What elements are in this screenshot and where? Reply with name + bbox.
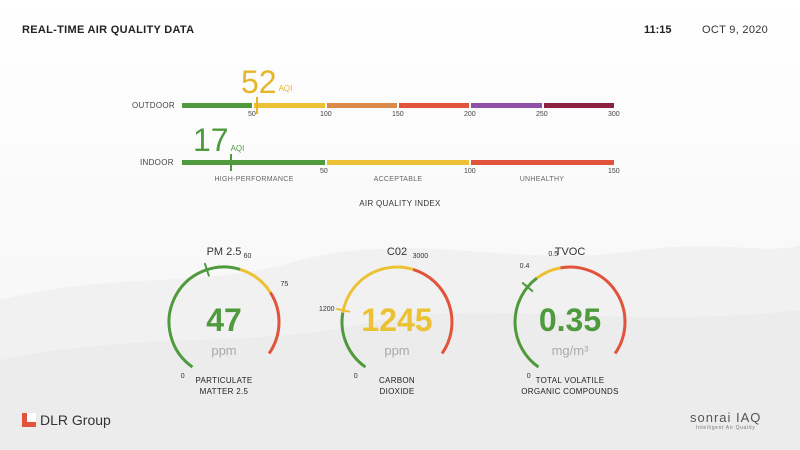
indoor-aqi-readout: 17 AQI bbox=[193, 124, 244, 156]
gauge-tvoc: TVOC 0.35 mg/m³ 0 0.4 0.5 bbox=[470, 246, 670, 386]
pm25-gauge-needle bbox=[203, 262, 211, 277]
gauge-pm25: PM 2.5 47 ppm 0 60 75 bbox=[124, 246, 324, 386]
tvoc-gauge-title: TVOC bbox=[554, 246, 586, 258]
co2-gauge-tick-label: 3000 bbox=[412, 252, 429, 260]
pm25-desc-line2: MATTER 2.5 bbox=[199, 387, 249, 396]
indoor-aqi-unit: AQI bbox=[230, 144, 245, 153]
indoor-tick-label: 50 bbox=[320, 168, 328, 175]
tvoc-gauge-arc bbox=[535, 266, 561, 280]
sonrai-logo: sonrai IAQ Intelligent Air Quality bbox=[690, 410, 761, 431]
outdoor-aqi-readout: 52 AQI bbox=[241, 66, 292, 98]
indoor-aqi-marker bbox=[229, 154, 232, 171]
dlr-group-logo: DLR Group bbox=[22, 412, 111, 428]
co2-gauge-arc bbox=[340, 312, 367, 369]
tvoc-gauge-tick-label: 0.4 bbox=[519, 263, 530, 271]
outdoor-tick-label: 150 bbox=[392, 111, 404, 118]
tvoc-desc-line2: ORGANIC COMPOUNDS bbox=[521, 387, 619, 396]
pm25-gauge-value: 47 bbox=[206, 302, 242, 338]
indoor-zone-label: UNHEALTHY bbox=[519, 176, 565, 183]
pm25-gauge-svg bbox=[167, 262, 281, 369]
pm25-gauge-arc bbox=[167, 265, 241, 369]
outdoor-ticks: 50 100 150 200 250 300 bbox=[182, 111, 620, 121]
co2-gauge-title: C02 bbox=[386, 246, 408, 258]
tvoc-gauge-needle bbox=[521, 281, 534, 293]
clock-time: 11:15 bbox=[644, 24, 672, 36]
outdoor-bar-segment bbox=[326, 103, 397, 108]
tvoc-gauge-unit: mg/m³ bbox=[551, 343, 589, 358]
indoor-zone-label: ACCEPTABLE bbox=[373, 176, 423, 183]
indoor-tick-label: 100 bbox=[464, 168, 476, 175]
outdoor-label: OUTDOOR bbox=[132, 101, 175, 110]
indoor-bar-segment bbox=[326, 160, 470, 165]
gauge-co2: C02 1245 ppm 0 1200 3000 bbox=[297, 246, 497, 386]
pm25-gauge-title: PM 2.5 bbox=[206, 246, 242, 258]
co2-gauge-arc bbox=[412, 267, 454, 355]
outdoor-bar-segment bbox=[182, 103, 253, 108]
aqi-axis-title: AIR QUALITY INDEX bbox=[359, 199, 441, 208]
outdoor-aqi-marker bbox=[255, 97, 258, 114]
outdoor-tick-label: 100 bbox=[320, 111, 332, 118]
outdoor-tick-label: 50 bbox=[248, 111, 256, 118]
outdoor-aqi-value: 52 bbox=[241, 64, 277, 100]
sonrai-logo-text: sonrai IAQ bbox=[690, 410, 762, 425]
indoor-zone-label: HIGH-PERFORMANCE bbox=[214, 176, 294, 183]
outdoor-aqi-unit: AQI bbox=[278, 84, 293, 93]
co2-gauge-min-label: 0 bbox=[353, 373, 358, 381]
co2-gauge-tick-label: 1200 bbox=[318, 305, 335, 313]
co2-desc-line1: CARBON bbox=[378, 376, 416, 385]
outdoor-bar-segment bbox=[398, 103, 470, 108]
indoor-aqi-bar bbox=[182, 160, 615, 165]
pm25-gauge-arc bbox=[239, 267, 272, 294]
sonrai-tagline: Intelligent Air Quality bbox=[696, 425, 756, 431]
outdoor-bar-segment bbox=[254, 103, 325, 108]
outdoor-tick-label: 300 bbox=[608, 111, 620, 118]
tvoc-description: TOTAL VOLATILE ORGANIC COMPOUNDS bbox=[470, 375, 670, 397]
tvoc-desc-line1: TOTAL VOLATILE bbox=[535, 376, 605, 385]
indoor-zones: HIGH-PERFORMANCE ACCEPTABLE UNHEALTHY bbox=[182, 176, 614, 186]
pm25-gauge-min-label: 0 bbox=[180, 373, 185, 381]
tvoc-gauge-value: 0.35 bbox=[538, 302, 602, 338]
pm25-gauge-tick-label: 75 bbox=[280, 281, 289, 288]
pm25-gauge-unit: ppm bbox=[211, 343, 237, 358]
tvoc-gauge-arc bbox=[560, 265, 627, 355]
tvoc-gauge-svg bbox=[513, 265, 627, 369]
co2-gauge-arc bbox=[341, 265, 414, 313]
dlr-logo-icon bbox=[22, 413, 36, 427]
outdoor-tick-label: 250 bbox=[536, 111, 548, 118]
indoor-bar-segment bbox=[471, 160, 615, 165]
indoor-ticks: 50 100 150 bbox=[182, 168, 620, 178]
co2-gauge-value: 1245 bbox=[361, 302, 433, 338]
pm25-description: PARTICULATE MATTER 2.5 bbox=[124, 375, 324, 397]
indoor-label: INDOOR bbox=[140, 158, 174, 167]
pm25-desc-line1: PARTICULATE bbox=[195, 376, 253, 385]
indoor-bar-segment bbox=[182, 160, 325, 165]
outdoor-tick-label: 200 bbox=[464, 111, 476, 118]
co2-description: CARBON DIOXIDE bbox=[297, 375, 497, 397]
co2-gauge-needle bbox=[336, 307, 351, 313]
outdoor-aqi-bar bbox=[182, 103, 614, 108]
current-date: OCT 9, 2020 bbox=[702, 24, 769, 36]
co2-gauge-unit: ppm bbox=[384, 343, 410, 358]
dlr-logo-text: DLR Group bbox=[40, 412, 111, 428]
outdoor-bar-segment bbox=[543, 103, 614, 108]
indoor-aqi-value: 17 bbox=[193, 122, 229, 158]
outdoor-bar-segment bbox=[471, 103, 542, 108]
co2-gauge-svg bbox=[336, 265, 454, 369]
page-title: REAL-TIME AIR QUALITY DATA bbox=[22, 24, 195, 36]
tvoc-gauge-min-label: 0 bbox=[526, 373, 531, 381]
indoor-tick-label: 150 bbox=[608, 168, 620, 175]
pm25-gauge-arc bbox=[267, 291, 281, 355]
co2-desc-line2: DIOXIDE bbox=[379, 387, 415, 396]
tvoc-gauge-tick-label: 0.5 bbox=[548, 251, 559, 259]
pm25-gauge-tick-label: 60 bbox=[243, 252, 252, 260]
